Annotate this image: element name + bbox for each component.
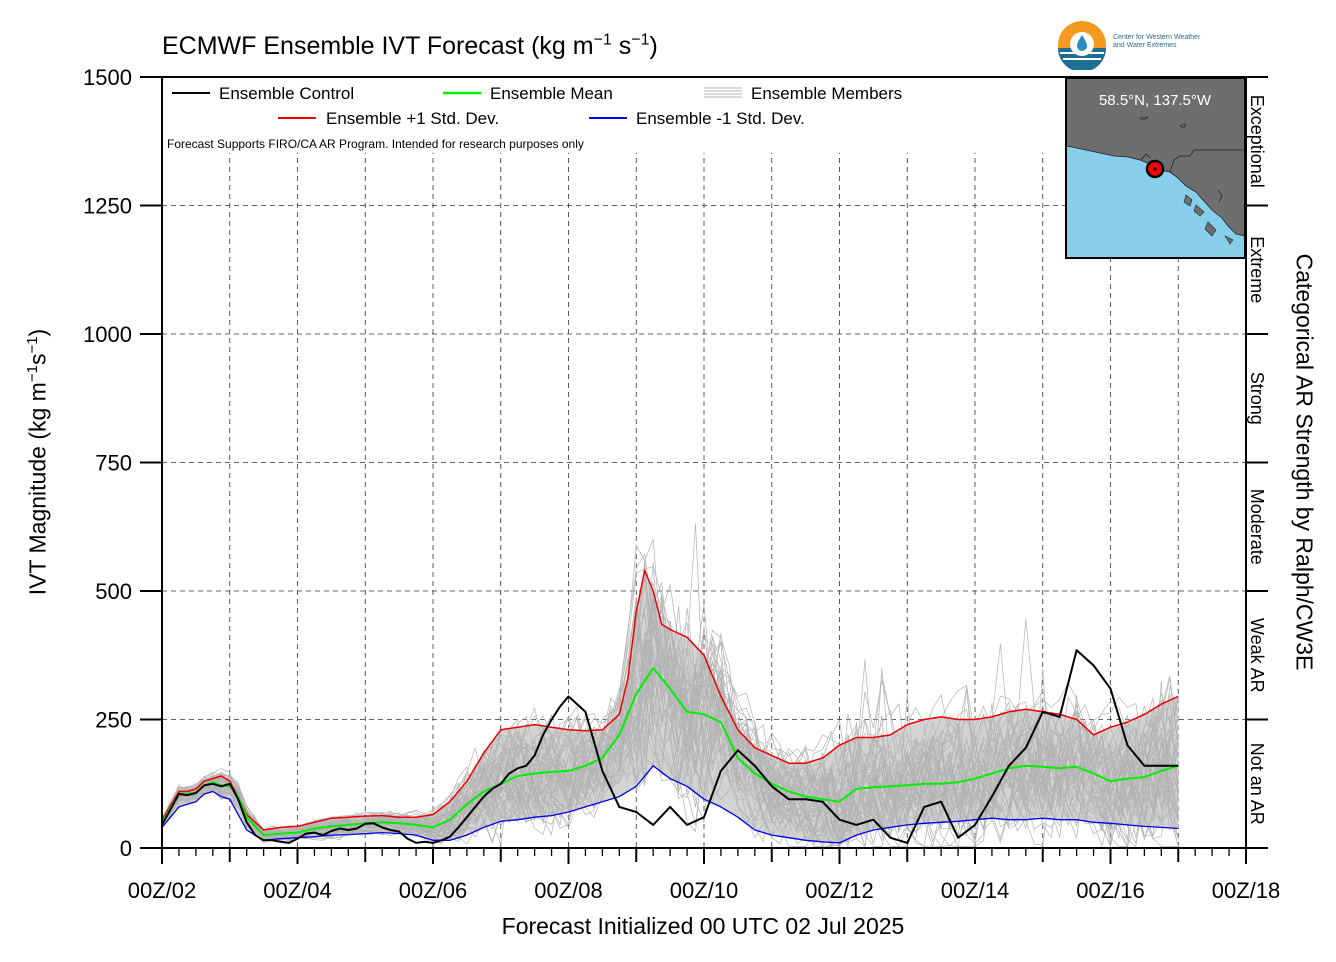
logo-text-line-2: and Water Extremes — [1113, 42, 1177, 49]
inset-coordinates: 58.5°N, 137.5°W — [1099, 92, 1212, 109]
y-axis: 0 250 500 750 1000 1250 1500 — [83, 65, 162, 861]
x-axis-title: Forecast Initialized 00 UTC 02 Jul 2025 — [501, 913, 905, 939]
inset-land — [1065, 77, 1246, 237]
member-line-47 — [161, 662, 1179, 837]
logo-text-line-1: Center for Western Weather — [1113, 34, 1201, 41]
series-lines — [161, 569, 1179, 844]
y-tick-label: 750 — [95, 451, 132, 476]
legend-label-minus-std: Ensemble -1 Std. Dev. — [636, 109, 805, 128]
x-tick-label: 00Z/16 — [1076, 878, 1145, 903]
y-tick-label: 0 — [120, 836, 132, 861]
member-line-39 — [161, 624, 1179, 848]
cw3e-logo-icon — [1058, 21, 1106, 70]
member-line-49 — [161, 679, 1179, 847]
member-line-48 — [161, 584, 1179, 840]
legend-box — [163, 78, 1063, 153]
member-line-31 — [161, 538, 1179, 845]
x-tick-label: 00Z/14 — [941, 878, 1010, 903]
y-tick-label: 1000 — [83, 322, 132, 347]
cw3e-logo: Center for Western Weather and Water Extr… — [1057, 20, 1237, 72]
legend-label-members: Ensemble Members — [751, 84, 902, 103]
category-axis-title: Categorical AR Strength by Ralph/CW3E — [1291, 253, 1318, 671]
member-line-35 — [161, 611, 1179, 847]
x-tick-label: 00Z/06 — [399, 878, 468, 903]
y-axis-title: IVT Magnitude (kg m−1s−1) — [23, 328, 51, 596]
minus-std-line — [161, 765, 1179, 844]
research-note: Forecast Supports FIRO/CA AR Program. In… — [167, 137, 584, 151]
inset-borders — [1140, 149, 1245, 203]
x-tick-label: 00Z/12 — [805, 878, 874, 903]
legend-label-plus-std: Ensemble +1 Std. Dev. — [326, 109, 499, 128]
x-tick-label: 00Z/04 — [263, 878, 332, 903]
legend-swatch-members — [704, 87, 742, 98]
x-tick-label: 00Z/08 — [534, 878, 603, 903]
category-label: Exceptional — [1247, 95, 1267, 188]
category-label: Strong — [1247, 372, 1267, 425]
legend-label-mean: Ensemble Mean — [490, 84, 613, 103]
member-line-38 — [161, 565, 1179, 848]
category-label: Weak AR — [1247, 618, 1267, 693]
category-label: Moderate — [1247, 489, 1267, 565]
x-tick-label: 00Z/02 — [128, 878, 197, 903]
inset-islands — [1138, 116, 1234, 245]
member-line-46 — [161, 654, 1179, 848]
y-tick-label: 1250 — [83, 194, 132, 219]
location-marker-center — [1153, 167, 1157, 171]
legend: Ensemble Control Ensemble Mean Ensemble … — [163, 78, 1063, 153]
y-tick-label: 500 — [95, 579, 132, 604]
x-axis: 00Z/02 00Z/04 00Z/06 00Z/08 00Z/10 00Z/12 00Z/… — [128, 848, 1281, 903]
y-tick-label: 250 — [95, 708, 132, 733]
control-line — [161, 649, 1179, 844]
category-label: Not an AR — [1247, 743, 1267, 825]
plus-std-line — [161, 569, 1179, 831]
x-tick-label: 00Z/18 — [1212, 878, 1281, 903]
member-line-44 — [161, 643, 1179, 844]
category-axis: Not an AR Weak AR Moderate Strong Extreme Exc… — [1245, 76, 1268, 849]
y-tick-label: 1500 — [83, 65, 132, 90]
location-inset-map: 58.5°N, 137.5°W — [1065, 77, 1246, 259]
x-tick-label: 00Z/10 — [670, 878, 739, 903]
category-label: Extreme — [1247, 236, 1267, 303]
legend-label-control: Ensemble Control — [219, 84, 354, 103]
mean-line — [161, 667, 1179, 837]
chart-title: ECMWF Ensemble IVT Forecast (kg m−1 s−1) — [162, 31, 658, 60]
inset-frame — [1065, 77, 1246, 259]
